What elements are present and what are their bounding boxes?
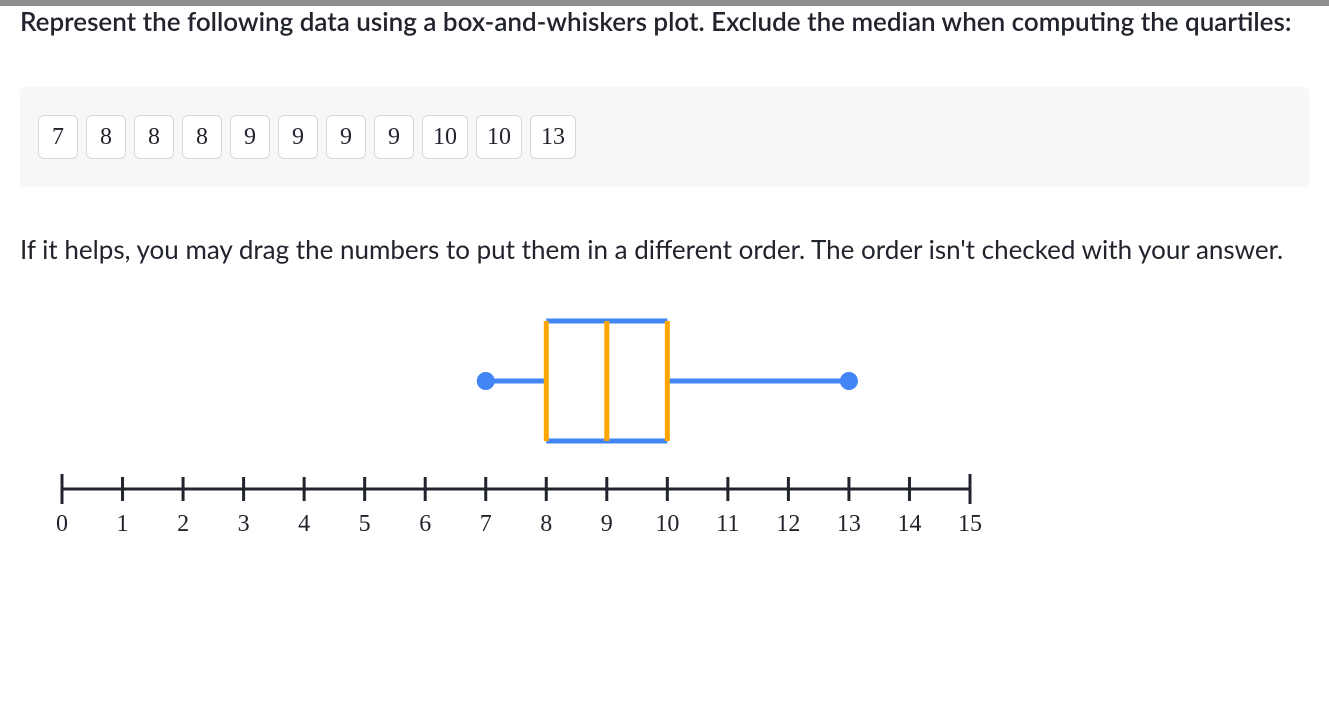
data-chip[interactable]: 8 bbox=[86, 115, 126, 159]
whisker-max-handle[interactable] bbox=[840, 372, 858, 390]
data-chip[interactable]: 7 bbox=[38, 115, 78, 159]
axis-tick-label: 6 bbox=[419, 511, 431, 537]
exercise-content: Represent the following data using a box… bbox=[0, 4, 1329, 537]
data-chip[interactable]: 10 bbox=[476, 115, 522, 159]
data-chip[interactable]: 8 bbox=[182, 115, 222, 159]
data-chip[interactable]: 9 bbox=[326, 115, 366, 159]
axis-tick-label: 13 bbox=[837, 511, 861, 537]
data-chip[interactable]: 10 bbox=[422, 115, 468, 159]
boxplot-svg[interactable]: 0123456789101112131415 bbox=[50, 317, 990, 537]
axis-tick-label: 14 bbox=[897, 511, 921, 537]
axis-tick-label: 15 bbox=[958, 511, 982, 537]
axis-tick-label: 8 bbox=[540, 511, 552, 537]
hint-text: If it helps, you may drag the numbers to… bbox=[20, 231, 1309, 269]
boxplot-area: 0123456789101112131415 bbox=[50, 317, 990, 537]
axis-tick-label: 11 bbox=[716, 511, 739, 537]
data-chip[interactable]: 8 bbox=[134, 115, 174, 159]
axis-tick-label: 3 bbox=[238, 511, 250, 537]
axis-tick-label: 10 bbox=[655, 511, 679, 537]
data-chip[interactable]: 13 bbox=[530, 115, 576, 159]
axis-tick-label: 0 bbox=[56, 511, 68, 537]
data-chip[interactable]: 9 bbox=[230, 115, 270, 159]
axis-tick-label: 12 bbox=[776, 511, 800, 537]
axis-tick-label: 9 bbox=[601, 511, 613, 537]
data-chip[interactable]: 9 bbox=[278, 115, 318, 159]
question-text: Represent the following data using a box… bbox=[20, 4, 1309, 39]
axis-tick-label: 1 bbox=[117, 511, 129, 537]
axis-tick-label: 7 bbox=[480, 511, 492, 537]
axis-tick-label: 2 bbox=[177, 511, 189, 537]
whisker-min-handle[interactable] bbox=[477, 372, 495, 390]
axis-tick-label: 5 bbox=[359, 511, 371, 537]
window-top-strip bbox=[0, 0, 1329, 6]
axis-tick-label: 4 bbox=[298, 511, 310, 537]
data-chip[interactable]: 9 bbox=[374, 115, 414, 159]
data-values-panel: 78889999101013 bbox=[20, 87, 1309, 187]
